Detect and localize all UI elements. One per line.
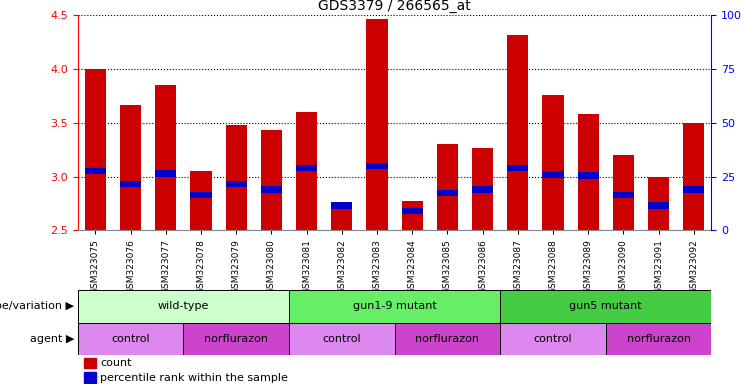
Bar (402, 201, 422, 230)
Bar (261, 131, 282, 230)
Bar (84, 358, 96, 368)
Bar (402, 208, 422, 214)
Bar (613, 155, 634, 230)
Bar (226, 125, 247, 230)
Bar (156, 170, 176, 177)
Bar (289, 323, 395, 355)
Bar (190, 192, 212, 198)
Bar (437, 190, 458, 196)
Text: agent ▶: agent ▶ (30, 334, 74, 344)
Text: control: control (534, 334, 572, 344)
Bar (648, 202, 669, 209)
Bar (507, 165, 528, 171)
Bar (395, 323, 500, 355)
Bar (84, 168, 106, 174)
Text: gun1-9 mutant: gun1-9 mutant (353, 301, 436, 311)
Text: count: count (100, 358, 131, 368)
Bar (84, 69, 106, 230)
Text: norflurazon: norflurazon (416, 334, 479, 344)
Bar (500, 323, 606, 355)
Bar (500, 290, 711, 323)
Bar (84, 372, 96, 382)
Text: norflurazon: norflurazon (627, 334, 691, 344)
Bar (366, 163, 388, 169)
Bar (78, 323, 184, 355)
Bar (606, 323, 711, 355)
Bar (578, 172, 599, 179)
Text: norflurazon: norflurazon (205, 334, 268, 344)
Bar (472, 147, 494, 230)
Bar (683, 123, 704, 230)
Bar (261, 186, 282, 193)
Bar (331, 204, 353, 230)
Text: percentile rank within the sample: percentile rank within the sample (100, 372, 288, 383)
Bar (78, 290, 289, 323)
Bar (289, 290, 500, 323)
Bar (507, 35, 528, 230)
Bar (437, 144, 458, 230)
Bar (366, 18, 388, 230)
Bar (120, 104, 141, 230)
Bar (156, 85, 176, 230)
Bar (613, 192, 634, 198)
Bar (184, 323, 289, 355)
Title: GDS3379 / 266565_at: GDS3379 / 266565_at (318, 0, 471, 13)
Bar (542, 95, 564, 230)
Bar (296, 165, 317, 171)
Bar (296, 112, 317, 230)
Bar (120, 181, 141, 187)
Text: genotype/variation ▶: genotype/variation ▶ (0, 301, 74, 311)
Text: control: control (111, 334, 150, 344)
Bar (190, 171, 212, 230)
Text: wild-type: wild-type (158, 301, 209, 311)
Bar (226, 181, 247, 187)
Bar (331, 202, 353, 209)
Bar (683, 186, 704, 193)
Bar (542, 171, 564, 178)
Text: gun5 mutant: gun5 mutant (569, 301, 642, 311)
Bar (648, 177, 669, 230)
Bar (472, 186, 494, 193)
Bar (578, 114, 599, 230)
Text: control: control (322, 334, 361, 344)
